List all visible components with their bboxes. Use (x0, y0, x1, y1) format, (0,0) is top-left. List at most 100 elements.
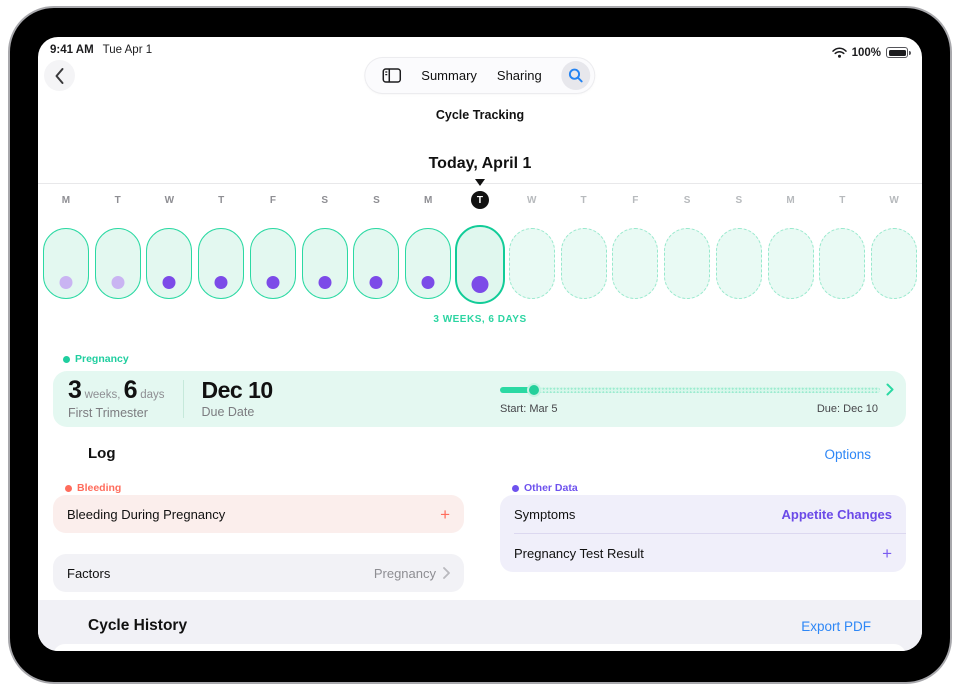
cycle-history-section: Cycle History Export PDF (38, 600, 922, 651)
sidebar-toggle-button[interactable] (382, 68, 402, 83)
ipad-device-frame: 9:41 AM Tue Apr 1 100% (8, 6, 952, 684)
gestation-metric: 3 weeks, 6 days First Trimester (68, 376, 165, 421)
pregnancy-test-row[interactable]: Pregnancy Test Result + (500, 534, 906, 572)
due-date-metric: Dec 10 Due Date (201, 377, 274, 420)
search-icon (569, 68, 584, 83)
day-pill[interactable] (612, 228, 659, 299)
day-letter: T (580, 194, 587, 206)
pregnancy-summary-card[interactable]: 3 weeks, 6 days First Trimester Dec 10 D… (53, 371, 906, 427)
day-pill[interactable] (146, 228, 193, 299)
pregnancy-progress: Start: Mar 5 Due: Dec 10 (500, 383, 894, 415)
day-pill[interactable] (871, 228, 918, 299)
pregnancy-log-dot (471, 276, 489, 293)
pregnancy-dot-icon (63, 355, 70, 363)
due-date-value: Dec 10 (201, 377, 274, 403)
day-pill[interactable] (819, 228, 866, 299)
pregnancy-section-label: Pregnancy (63, 353, 129, 365)
symptoms-label: Symptoms (514, 506, 576, 522)
chevron-right-icon[interactable] (886, 383, 894, 396)
add-bleeding-button[interactable]: + (440, 504, 450, 524)
day-pill[interactable] (94, 228, 141, 299)
day-column: S (299, 191, 351, 304)
progress-track (500, 384, 880, 395)
tab-sharing[interactable]: Sharing (496, 68, 542, 83)
factors-label: Factors (67, 565, 111, 581)
bleeding-dot-icon (65, 484, 72, 492)
pregnancy-log-dot (421, 276, 435, 289)
day-column: F (247, 191, 299, 304)
battery-percent: 100% (851, 46, 881, 59)
day-pill[interactable] (508, 228, 555, 299)
day-letter: M (61, 194, 71, 206)
pregnancy-log-dot (111, 276, 125, 289)
day-pill[interactable] (664, 228, 711, 299)
days-value: 6 (123, 376, 138, 404)
today-heading: Today, April 1 (428, 155, 532, 172)
factors-row[interactable]: Factors Pregnancy (53, 554, 464, 592)
search-button[interactable] (561, 61, 591, 90)
day-column: F (609, 191, 661, 304)
day-column: S (661, 191, 713, 304)
tab-summary[interactable]: Summary (421, 68, 477, 83)
day-column: M (402, 191, 454, 304)
day-letter: F (269, 194, 276, 206)
day-pill[interactable] (198, 228, 245, 299)
day-pill[interactable] (560, 228, 607, 299)
pregnancy-log-dot (214, 276, 228, 289)
today-marker-icon (474, 179, 485, 186)
day-letter: S (373, 194, 380, 206)
weeks-value: 3 (68, 376, 82, 404)
day-pill[interactable] (715, 228, 762, 299)
day-column: T (195, 191, 247, 304)
status-date: Tue Apr 1 (102, 44, 153, 56)
day-letter: S (321, 194, 329, 206)
day-column: T (92, 191, 144, 304)
day-column: W (868, 191, 920, 304)
day-column: T (558, 191, 610, 304)
health-app-screen: 9:41 AM Tue Apr 1 100% (38, 37, 922, 651)
day-pill[interactable] (301, 228, 348, 299)
day-letter: W (527, 194, 537, 206)
day-pill[interactable] (767, 228, 814, 299)
day-column: S (713, 191, 765, 304)
day-column: M (765, 191, 817, 304)
symptoms-value[interactable]: Appetite Changes (781, 506, 892, 522)
bleeding-log-row[interactable]: Bleeding During Pregnancy + (53, 495, 464, 533)
day-letter: W (889, 194, 899, 206)
day-pill[interactable] (249, 228, 296, 299)
day-pill[interactable] (454, 225, 505, 304)
day-column: W (144, 191, 196, 304)
symptoms-row[interactable]: Symptoms Appetite Changes (500, 495, 906, 533)
days-unit: days (137, 389, 165, 401)
card-divider (182, 380, 184, 418)
day-letter: T (839, 194, 846, 206)
add-pregnancy-test-button[interactable]: + (882, 543, 892, 563)
day-letter: S (683, 194, 691, 206)
due-date-label: Due Date (201, 405, 255, 419)
day-pill[interactable] (353, 228, 400, 299)
other-data-dot-icon (512, 484, 519, 492)
progress-due-label: Due: Dec 10 (816, 403, 878, 415)
sidebar-icon (382, 68, 402, 83)
day-pill[interactable] (405, 228, 452, 299)
day-pill[interactable] (42, 228, 89, 299)
trimester-label: First Trimester (68, 406, 148, 420)
export-pdf-link[interactable]: Export PDF (801, 619, 871, 634)
options-link[interactable]: Options (824, 447, 871, 462)
day-letter: F (632, 194, 639, 206)
day-letter: S (735, 194, 743, 206)
pregnancy-log-dot (318, 276, 332, 289)
day-letter: T (114, 194, 121, 206)
weeks-unit: weeks, (81, 389, 124, 401)
status-bar: 9:41 AM Tue Apr 1 100% (38, 37, 922, 61)
pregnancy-log-dot (266, 276, 280, 289)
cycle-history-title: Cycle History (88, 617, 188, 634)
back-button[interactable] (44, 60, 75, 91)
progress-fill (500, 386, 535, 393)
gestation-duration-label: 3 WEEKS, 6 DAYS (433, 314, 527, 325)
battery-icon (886, 47, 911, 58)
day-letter: M (424, 194, 433, 206)
day-column: T (816, 191, 868, 304)
day-column: M (40, 191, 92, 304)
day-column: S (351, 191, 403, 304)
